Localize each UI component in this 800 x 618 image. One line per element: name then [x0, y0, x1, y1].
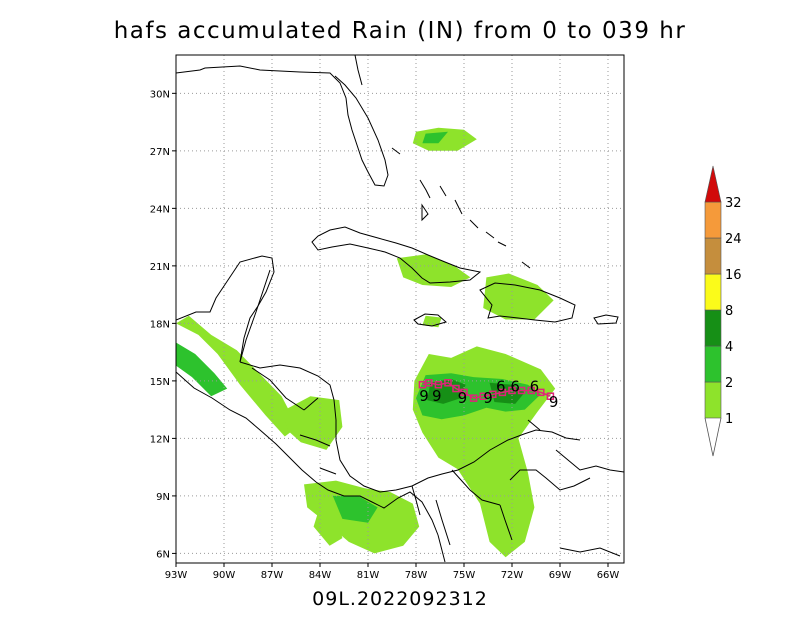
lon-tick-label: 75W: [453, 570, 476, 581]
lon-tick-label: 84W: [309, 570, 332, 581]
colorbar-label: 24: [725, 232, 742, 247]
colorbar-swatch: [704, 237, 722, 275]
chart-title: hafs accumulated Rain (IN) from 0 to 039…: [113, 18, 687, 44]
track-point: [537, 388, 545, 397]
storm-symbol: 9: [483, 389, 493, 407]
track-point: [460, 388, 468, 397]
rainfall-shading: [176, 127, 556, 558]
lon-tick-label: 66W: [597, 570, 620, 581]
rain-region-10: [422, 131, 448, 144]
storm-symbol: 9: [432, 387, 442, 405]
national-borders: [239, 269, 621, 557]
lat-tick-label: 18N: [150, 319, 170, 330]
storm-symbol: 9: [458, 389, 468, 407]
storm-track: 9 9 9 96 6 69: [418, 378, 559, 411]
lat-tick-label: 27N: [150, 147, 170, 158]
lat-tick-label: 6N: [156, 549, 170, 560]
track-point: [444, 379, 452, 387]
coastlines: [176, 55, 624, 563]
colorbar-swatch: [704, 381, 722, 419]
lon-tick-label: 93W: [165, 570, 188, 581]
colorbar-label: 32: [725, 196, 742, 211]
lat-tick-label: 21N: [150, 262, 170, 273]
map-axes: 93W 90W 87W 84W 81W 78W 75W 72W 69W 66W 6N 9N 12N 15N…: [150, 89, 620, 581]
hispaniola-coastline: [479, 282, 576, 323]
colorbar-label: 1: [725, 412, 733, 427]
lat-tick-label: 12N: [150, 434, 170, 445]
storm-symbol: 6: [496, 378, 506, 396]
storm-id-label: 09L.2022092312: [312, 588, 488, 610]
lon-tick-label: 72W: [501, 570, 524, 581]
colorbar-label: 4: [725, 340, 733, 355]
track-point: [527, 386, 535, 395]
colorbar-label: 8: [725, 304, 733, 319]
colorbar-label: 16: [725, 268, 742, 283]
track-point: [508, 386, 516, 395]
track-point: [517, 386, 526, 395]
colorbar-label: 2: [725, 376, 733, 391]
track-point: [498, 388, 507, 397]
track-point: [452, 384, 460, 393]
central-america-caribbean-coastline: [239, 361, 581, 493]
lon-tick-label: 81W: [357, 570, 380, 581]
south-america-coastline: [437, 419, 624, 563]
graticule-grid: [175, 55, 624, 563]
lon-tick-label: 78W: [405, 570, 428, 581]
track-point: [434, 380, 443, 389]
lon-tick-label: 90W: [213, 570, 236, 581]
rain-region-11: [396, 254, 471, 287]
florida-coastline: [176, 65, 389, 187]
georgia-coastline: [354, 55, 363, 86]
colorbar-min-triangle: [704, 417, 722, 457]
lon-tick-label: 69W: [549, 570, 572, 581]
rain-region-14: [313, 495, 343, 546]
track-point: [479, 392, 487, 400]
lat-tick-label: 15N: [150, 377, 170, 388]
track-point: [489, 390, 497, 399]
lat-tick-label: 9N: [156, 492, 170, 503]
lat-tick-label: 24N: [150, 204, 170, 215]
colorbar-swatch: [704, 273, 722, 311]
lon-tick-label: 87W: [261, 570, 284, 581]
bahamas-islands: [391, 147, 531, 269]
rain-region-3: [489, 382, 525, 404]
colorbar-swatch: [704, 201, 722, 239]
track-point: [546, 392, 555, 400]
storm-symbol: 6: [510, 378, 520, 396]
central-america-pacific-coastline: [176, 371, 439, 536]
rain-region-6: [281, 396, 343, 450]
rain-region-5: [176, 342, 228, 397]
colorbar-swatch: [704, 345, 722, 383]
cuba-coastline: [311, 226, 482, 284]
puerto-rico-coastline: [593, 314, 619, 325]
jamaica-coastline: [413, 313, 448, 327]
yucatan-coastline: [176, 255, 275, 363]
track-point: [469, 394, 478, 402]
colorbar-max-triangle: [704, 165, 722, 203]
rain-region-12: [483, 273, 554, 320]
colorbar-swatch: [704, 309, 722, 347]
rain-region-4: [176, 315, 298, 437]
rain-region-9: [412, 127, 477, 151]
rain-region-8: [332, 495, 378, 523]
map-frame: [175, 54, 625, 564]
storm-symbol: 9: [419, 387, 429, 405]
storm-symbol: 9: [549, 393, 559, 411]
storm-symbol: 6: [530, 378, 540, 396]
track-point: [425, 379, 433, 387]
lat-tick-label: 30N: [150, 89, 170, 100]
